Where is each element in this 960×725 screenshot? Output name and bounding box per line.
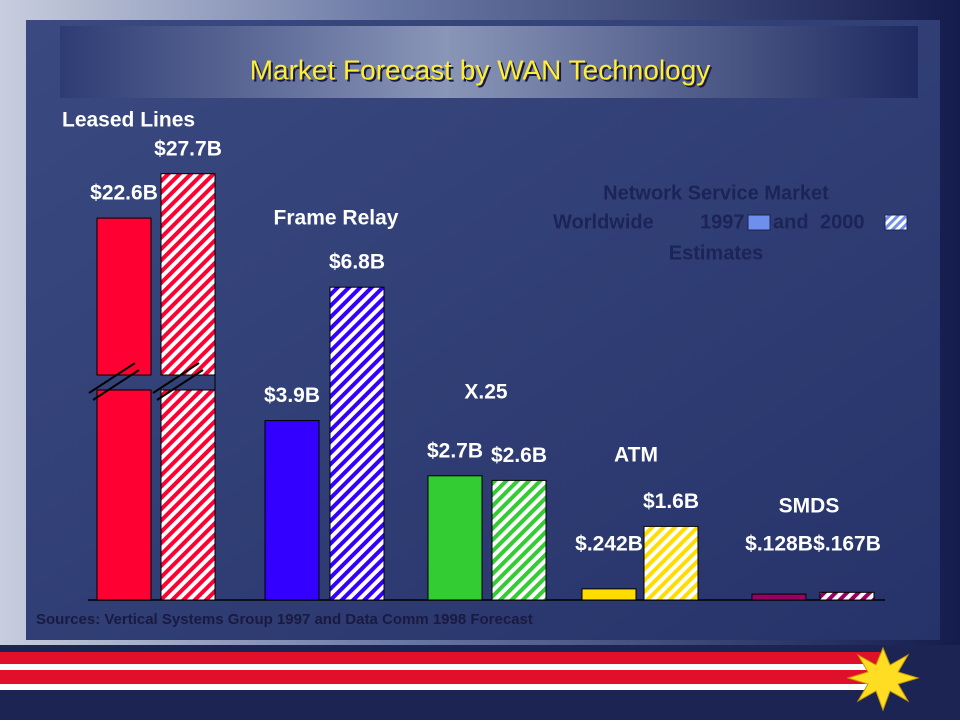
stripe (0, 670, 880, 684)
bar (427, 475, 483, 601)
bar (96, 217, 152, 601)
legend-text: Worldwide (553, 211, 654, 233)
category-label: Leased Lines (62, 109, 195, 132)
value-label: $22.6B (90, 182, 158, 205)
stripe (0, 684, 880, 690)
value-label: $.128B (745, 533, 813, 556)
axis-break (152, 362, 200, 394)
value-label: $.242B (575, 533, 643, 556)
value-label: $.167B (813, 533, 881, 556)
bar (329, 286, 385, 601)
bar-segment (160, 173, 216, 376)
legend-label: 1997 (700, 211, 745, 233)
axis-break (92, 369, 140, 401)
category-label: Frame Relay (274, 207, 399, 230)
chart-title: Market Forecast by WAN Technology (250, 54, 711, 85)
legend-text: and (773, 211, 809, 233)
value-label: $27.7B (154, 137, 222, 160)
stripe (0, 652, 880, 664)
title-bar (60, 26, 918, 98)
value-label: $1.6B (643, 490, 699, 513)
source: Sources: Vertical Systems Group 1997 and… (36, 611, 533, 628)
bar (819, 591, 875, 601)
legend-swatch (747, 214, 771, 231)
bar (491, 479, 547, 601)
stripe (0, 664, 880, 670)
legend-text: Estimates (669, 242, 764, 264)
category-label: X.25 (464, 381, 508, 404)
bar (751, 593, 807, 601)
bar-segment (160, 389, 216, 601)
bar (160, 173, 216, 601)
title-shadow: Market Forecast by WAN Technology (252, 56, 713, 87)
category-label: SMDS (779, 495, 840, 518)
value-label: $2.6B (491, 444, 547, 467)
bar-segment (96, 389, 152, 601)
bar (264, 420, 320, 601)
star (846, 646, 920, 712)
bar (643, 525, 699, 601)
category-label: ATM (614, 444, 658, 467)
legend-label: 2000 (820, 211, 865, 233)
bar (581, 588, 637, 601)
value-label: $6.8B (329, 251, 385, 274)
axis-break (88, 362, 136, 394)
value-label: $2.7B (427, 439, 483, 462)
value-label: $3.9B (264, 384, 320, 407)
axis-break (156, 369, 204, 401)
bar-segment (96, 217, 152, 376)
legend-text: Network Service Market (603, 182, 829, 204)
legend-swatch (884, 214, 908, 231)
